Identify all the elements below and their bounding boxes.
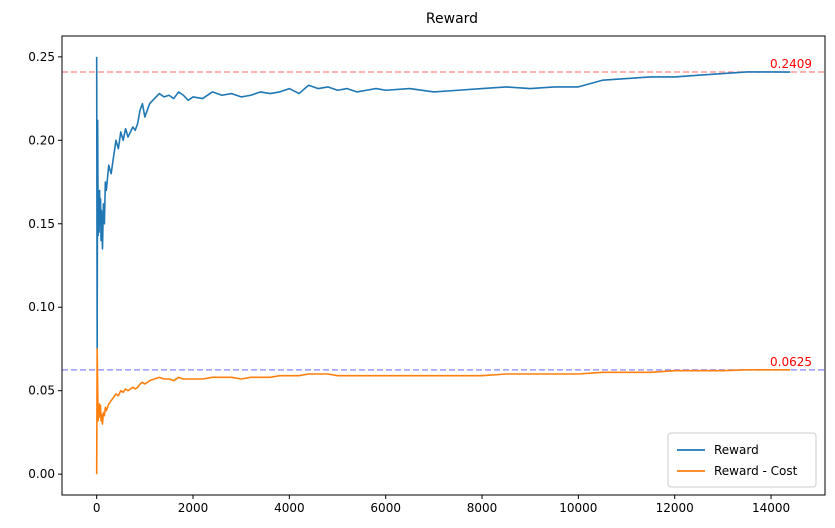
x-tick-label: 4000 [274,501,305,515]
x-tick-label: 10000 [559,501,597,515]
x-tick-label: 8000 [467,501,498,515]
y-tick-label: 0.15 [28,217,55,231]
x-tick-label: 6000 [370,501,401,515]
legend-label-1: Reward - Cost [714,464,798,478]
reference-label-1: 0.0625 [770,355,812,369]
series-line-1 [95,348,791,475]
plot-frame [61,35,826,496]
reference-label-0: 0.2409 [770,57,812,71]
series-line-0 [95,56,791,350]
y-tick-label: 0.25 [28,50,55,64]
x-tick-label: 14000 [752,501,790,515]
legend-box [667,432,817,488]
y-tick-label: 0.05 [28,384,55,398]
x-tick-label: 0 [93,501,101,515]
legend-label-0: Reward [714,443,759,457]
y-tick-label: 0.10 [28,300,55,314]
y-tick-label: 0.20 [28,133,55,147]
chart-title: Reward [426,11,478,27]
x-tick-label: 12000 [656,501,694,515]
y-tick-label: 0.00 [28,467,55,481]
x-tick-label: 2000 [178,501,209,515]
